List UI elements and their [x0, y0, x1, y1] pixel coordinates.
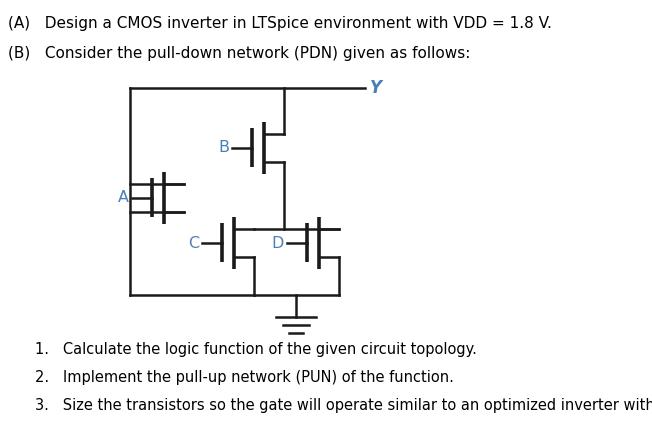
Text: A: A [118, 191, 129, 205]
Text: (B)   Consider the pull-down network (PDN) given as follows:: (B) Consider the pull-down network (PDN)… [8, 46, 470, 61]
Text: 3.   Size the transistors so the gate will operate similar to an optimized inver: 3. Size the transistors so the gate will… [35, 398, 652, 413]
Text: B: B [218, 140, 229, 155]
Text: D: D [272, 235, 284, 250]
Text: (A)   Design a CMOS inverter in LTSpice environment with VDD = 1.8 V.: (A) Design a CMOS inverter in LTSpice en… [8, 16, 552, 31]
Text: 1.   Calculate the logic function of the given circuit topology.: 1. Calculate the logic function of the g… [35, 342, 477, 357]
Text: 2.   Implement the pull-up network (PUN) of the function.: 2. Implement the pull-up network (PUN) o… [35, 370, 454, 385]
Text: C: C [188, 235, 199, 250]
Text: Y: Y [370, 79, 382, 97]
